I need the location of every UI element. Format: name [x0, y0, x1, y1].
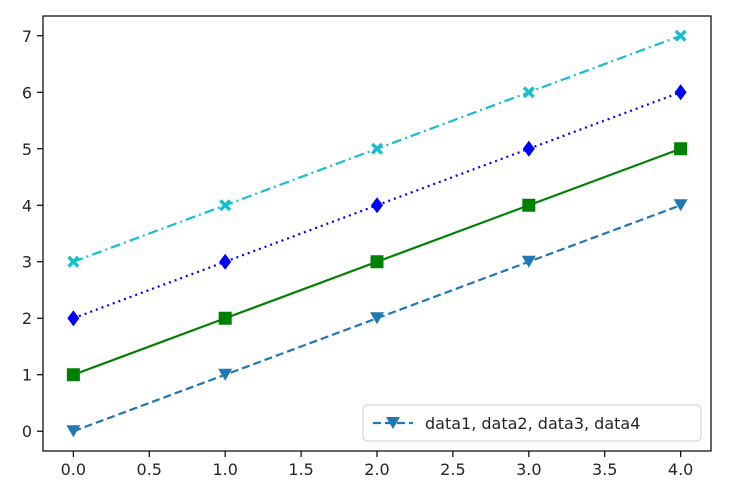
- series-2-point: [522, 198, 536, 212]
- x-tick-label: 4.0: [668, 460, 693, 479]
- series-2-point: [218, 311, 232, 325]
- series-1-point: [66, 425, 81, 438]
- series-2-point: [66, 368, 80, 382]
- series-3: [67, 84, 687, 327]
- series-4-point: [674, 29, 687, 42]
- y-tick-label: 4: [22, 196, 32, 215]
- y-tick-label: 5: [22, 140, 32, 159]
- series-layer: [66, 29, 688, 438]
- y-tick-label: 0: [22, 422, 32, 441]
- series-1-point: [370, 312, 384, 325]
- series-4-point: [219, 199, 232, 212]
- series-2: [66, 142, 688, 382]
- legend: data1, data2, data3, data4: [362, 404, 702, 442]
- series-4-point: [67, 255, 80, 268]
- y-tick-label: 2: [22, 309, 32, 328]
- x-tick-label: 0.0: [61, 460, 86, 479]
- legend-box: [362, 404, 702, 442]
- y-tick-label: 1: [22, 366, 32, 385]
- series-2-point: [674, 142, 688, 156]
- series-1-point: [673, 199, 688, 212]
- y-axis: 0 1 2 3 4 5 6 7: [22, 27, 43, 441]
- series-4-point: [371, 142, 383, 155]
- series-3-point: [67, 310, 80, 327]
- legend-label: data1, data2, data3, data4: [425, 414, 640, 433]
- y-tick-label: 7: [22, 27, 32, 46]
- series-1-point: [218, 368, 233, 381]
- series-1: [66, 199, 688, 438]
- y-tick-label: 3: [22, 253, 32, 272]
- series-3-point: [219, 253, 232, 270]
- series-4-point: [522, 86, 535, 99]
- legend-marker-sample: [386, 417, 400, 429]
- x-tick-label: 0.5: [137, 460, 162, 479]
- x-tick-label: 2.5: [440, 460, 465, 479]
- series-3-point: [522, 140, 535, 157]
- x-tick-label: 3.0: [516, 460, 541, 479]
- series-4: [67, 29, 687, 268]
- x-tick-label: 3.5: [592, 460, 617, 479]
- x-tick-label: 2.0: [364, 460, 389, 479]
- x-axis: 0.0 0.5 1.0 1.5 2.0 2.5 3.0 3.5 4.0: [61, 451, 693, 479]
- y-tick-label: 6: [22, 83, 32, 102]
- series-3-point: [674, 84, 687, 101]
- plot-frame: [42, 15, 712, 452]
- series-3-point: [371, 197, 383, 214]
- x-tick-label: 1.5: [288, 460, 313, 479]
- x-tick-label: 1.0: [212, 460, 237, 479]
- series-1-point: [521, 255, 536, 268]
- series-2-point: [370, 255, 384, 269]
